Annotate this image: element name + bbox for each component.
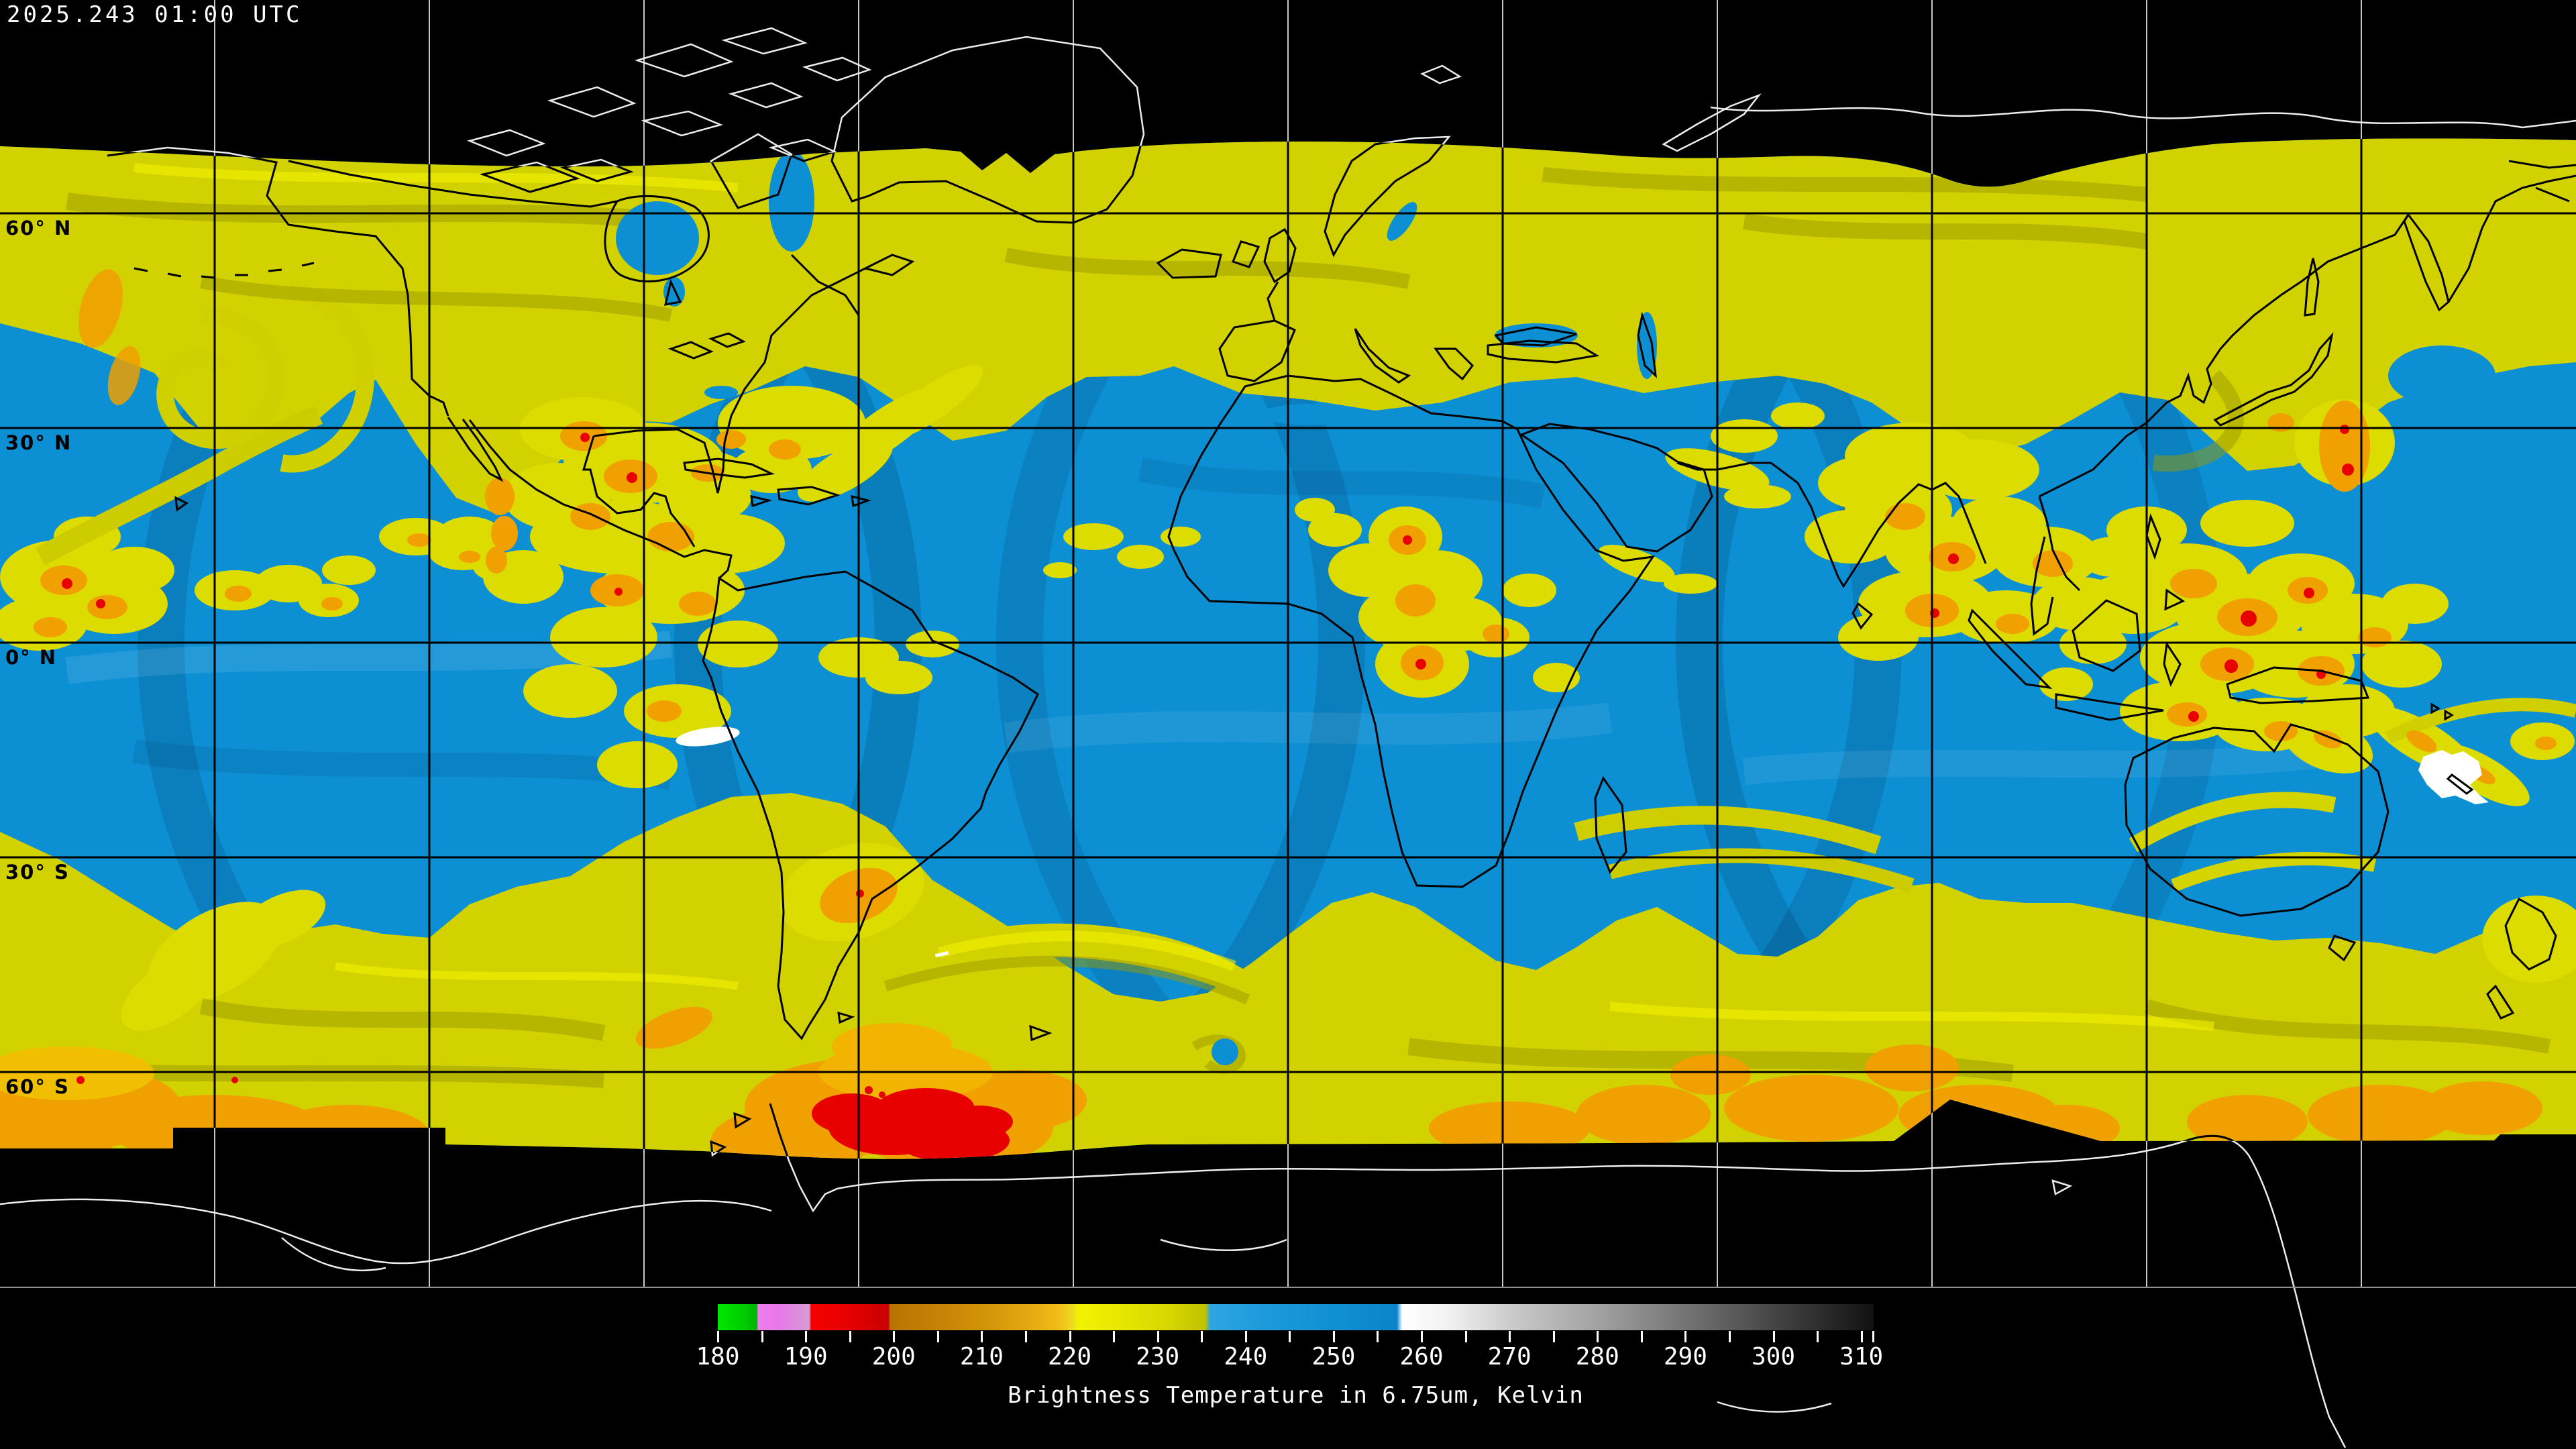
latitude-label: 30° N (5, 431, 72, 454)
lakes-and-seas (616, 151, 2496, 1065)
colorbar-tick (1332, 1331, 1335, 1342)
colorbar-tick (981, 1331, 983, 1342)
colorbar-tick (1860, 1331, 1863, 1342)
colorbar-tick-label: 310 (1839, 1343, 1884, 1371)
colorbar-gradient (718, 1304, 1874, 1330)
colorbar-tick (936, 1331, 939, 1342)
colorbar-tick (1684, 1331, 1687, 1342)
orange-cold-cloud (0, 269, 2557, 1159)
colorbar-tick (1421, 1331, 1423, 1342)
colorbar-tick (1772, 1331, 1775, 1342)
colorbar-tick (1552, 1331, 1555, 1342)
colorbar-tick-label: 180 (696, 1343, 740, 1371)
colorbar-tick (1817, 1331, 1819, 1342)
timestamp: 2025.243 01:00 UTC (7, 1, 303, 28)
grid-data (0, 0, 2576, 1287)
colorbar-tick-label: 270 (1487, 1343, 1532, 1371)
colorbar-tick (1640, 1331, 1643, 1342)
colorbar-tick (1377, 1331, 1379, 1342)
colorbar-tick (717, 1331, 719, 1342)
colorbar-tick-label: 220 (1047, 1343, 1092, 1371)
colorbar-tick-label: 280 (1575, 1343, 1619, 1371)
red-coldest-cloud (62, 425, 2354, 1159)
colorbar-tick (1289, 1331, 1291, 1342)
colorbar-tick (1024, 1331, 1027, 1342)
colorbar-caption: Brightness Temperature in 6.75um, Kelvin (1008, 1382, 1584, 1409)
latitude-label: 30° S (5, 861, 70, 883)
colorbar-tick (1201, 1331, 1203, 1342)
colorbar-end-tick (1872, 1331, 1874, 1342)
latitude-label: 0° N (5, 646, 58, 669)
colorbar-tick-label: 210 (959, 1343, 1004, 1371)
colorbar-tick-label: 230 (1136, 1343, 1180, 1371)
colorbar-tick (1728, 1331, 1731, 1342)
colorbar-tick (1113, 1331, 1116, 1342)
cloud-highlights (133, 163, 2214, 1031)
colorbar-tick (1464, 1331, 1467, 1342)
colorbar-tick (893, 1331, 896, 1342)
cloud-streaks (35, 280, 2576, 893)
colorbar-tick (1157, 1331, 1159, 1342)
latitude-label: 60° S (5, 1075, 70, 1098)
colorbar-tick (1509, 1331, 1511, 1342)
colorbar-tick-label: 290 (1663, 1343, 1707, 1371)
colorbar-tick (849, 1331, 851, 1342)
colorbar-tick (1244, 1331, 1247, 1342)
colorbar-tick-label: 190 (784, 1343, 828, 1371)
colorbar-tick-label: 250 (1311, 1343, 1356, 1371)
colorbar-tick (761, 1331, 763, 1342)
colorbar-tick-label: 260 (1399, 1343, 1444, 1371)
colorbar-tick (805, 1331, 808, 1342)
colorbar-tick-label: 300 (1752, 1343, 1796, 1371)
colorbar-tick (1069, 1331, 1071, 1342)
colorbar-tick (1597, 1331, 1599, 1342)
colorbar-tick-label: 240 (1224, 1343, 1268, 1371)
latitude-label: 60° N (5, 217, 72, 239)
colorbar-tick-label: 200 (871, 1343, 916, 1371)
